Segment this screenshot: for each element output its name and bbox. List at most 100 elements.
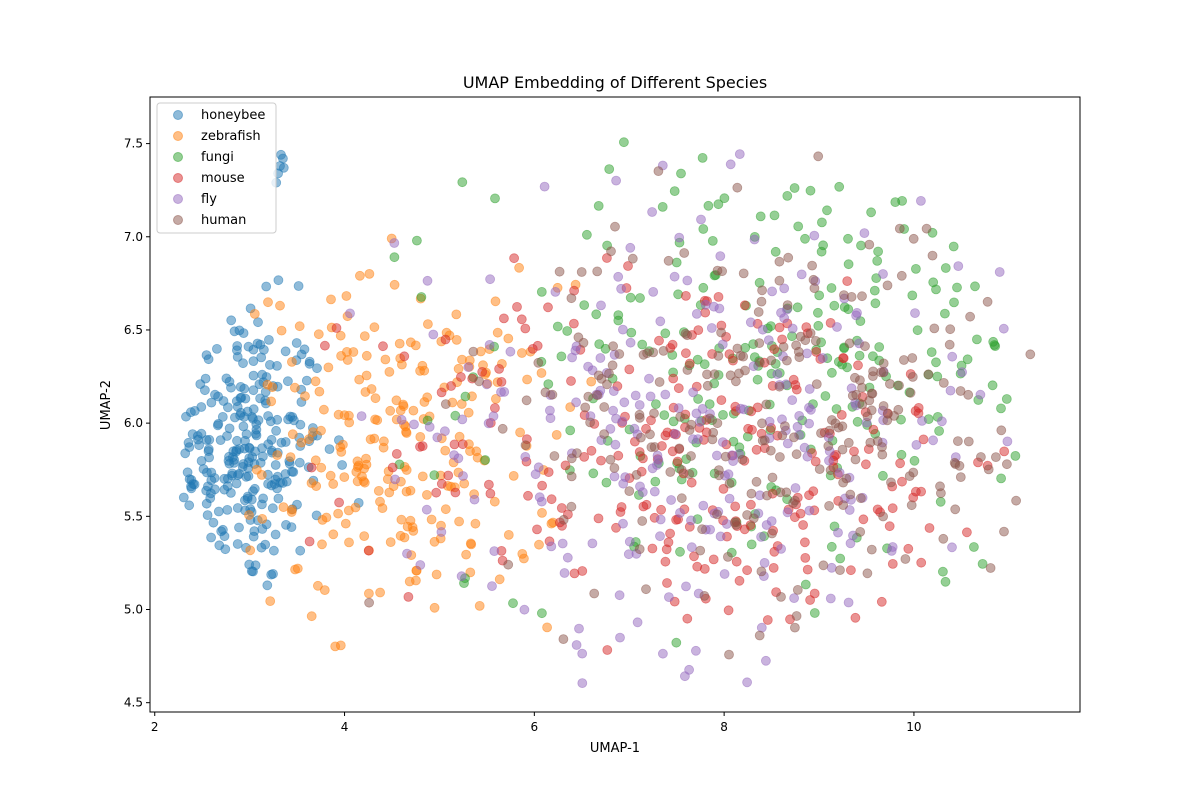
data-point [520, 451, 531, 462]
data-point [586, 376, 597, 387]
data-point [316, 425, 326, 436]
y-tick-label: 7.0 [124, 230, 143, 244]
chart-title: UMAP Embedding of Different Species [463, 73, 767, 92]
data-point [972, 334, 982, 345]
data-point [399, 351, 410, 362]
data-point [955, 386, 966, 396]
data-point [285, 452, 296, 463]
data-point [203, 354, 214, 365]
data-point [689, 551, 699, 562]
data-point [985, 563, 996, 573]
data-point [222, 473, 233, 484]
data-point [566, 376, 576, 386]
data-point [811, 346, 822, 357]
data-point [395, 530, 406, 541]
data-point [822, 205, 832, 216]
data-point [716, 327, 726, 338]
data-point [463, 362, 474, 373]
data-point [533, 462, 544, 473]
data-point [669, 186, 680, 197]
data-point [587, 538, 598, 549]
x-tick-label: 10 [906, 720, 921, 734]
data-point [910, 308, 920, 319]
data-point [996, 403, 1006, 414]
data-point [809, 283, 820, 294]
data-point [204, 452, 215, 463]
data-point [714, 303, 725, 314]
data-point [774, 381, 785, 392]
data-point [604, 368, 614, 379]
data-point [375, 496, 385, 507]
data-point [872, 504, 883, 515]
data-point [611, 175, 621, 186]
data-point [688, 434, 698, 445]
data-point [800, 579, 811, 590]
data-point [310, 455, 321, 466]
data-point [465, 538, 476, 549]
data-point [715, 531, 726, 542]
data-point [838, 353, 848, 363]
data-point [547, 389, 558, 400]
data-point [802, 564, 813, 575]
data-point [222, 431, 232, 441]
data-point [613, 450, 624, 461]
data-point [754, 630, 765, 641]
legend-label-fly: fly [201, 192, 217, 207]
data-point [682, 365, 693, 375]
data-point [239, 383, 250, 394]
data-point [184, 442, 195, 453]
data-point [724, 649, 734, 660]
data-point [474, 376, 485, 387]
data-point [955, 472, 966, 483]
y-tick-label: 6.0 [124, 416, 143, 430]
data-point [291, 338, 302, 348]
data-point [982, 296, 993, 307]
data-point [574, 623, 584, 634]
data-point [746, 539, 757, 550]
data-point [256, 499, 267, 510]
data-point [730, 501, 741, 512]
data-point [484, 339, 495, 350]
data-point [720, 451, 731, 462]
data-point [763, 335, 774, 346]
data-point [655, 531, 665, 542]
data-point [539, 181, 550, 192]
data-point [742, 565, 752, 576]
data-point [503, 530, 514, 540]
data-point [618, 324, 628, 335]
data-point [756, 532, 766, 542]
data-point [816, 428, 826, 439]
data-point [857, 382, 867, 393]
data-point [415, 560, 426, 570]
data-point [224, 458, 235, 469]
data-point [886, 546, 897, 556]
legend-marker-human [173, 215, 183, 225]
data-point [624, 536, 635, 547]
data-point [1001, 394, 1012, 404]
data-point [411, 235, 422, 246]
data-point [817, 353, 828, 363]
data-point [586, 445, 597, 456]
data-point [843, 259, 854, 270]
data-point [1025, 349, 1036, 360]
data-point [969, 542, 979, 552]
data-point [318, 404, 329, 415]
data-point [774, 256, 785, 267]
data-point [431, 569, 442, 580]
data-point [681, 348, 691, 359]
data-point [756, 566, 767, 577]
data-point [251, 464, 262, 475]
data-point [688, 387, 698, 398]
data-point [512, 301, 522, 312]
data-point [869, 285, 880, 296]
data-point [675, 508, 685, 518]
data-point [660, 556, 671, 567]
data-point [585, 417, 595, 428]
data-point [364, 268, 375, 279]
data-point [926, 347, 937, 358]
data-point [696, 214, 706, 225]
data-point [814, 290, 825, 301]
data-point [940, 308, 950, 319]
data-point [927, 250, 938, 261]
data-point [312, 580, 323, 591]
